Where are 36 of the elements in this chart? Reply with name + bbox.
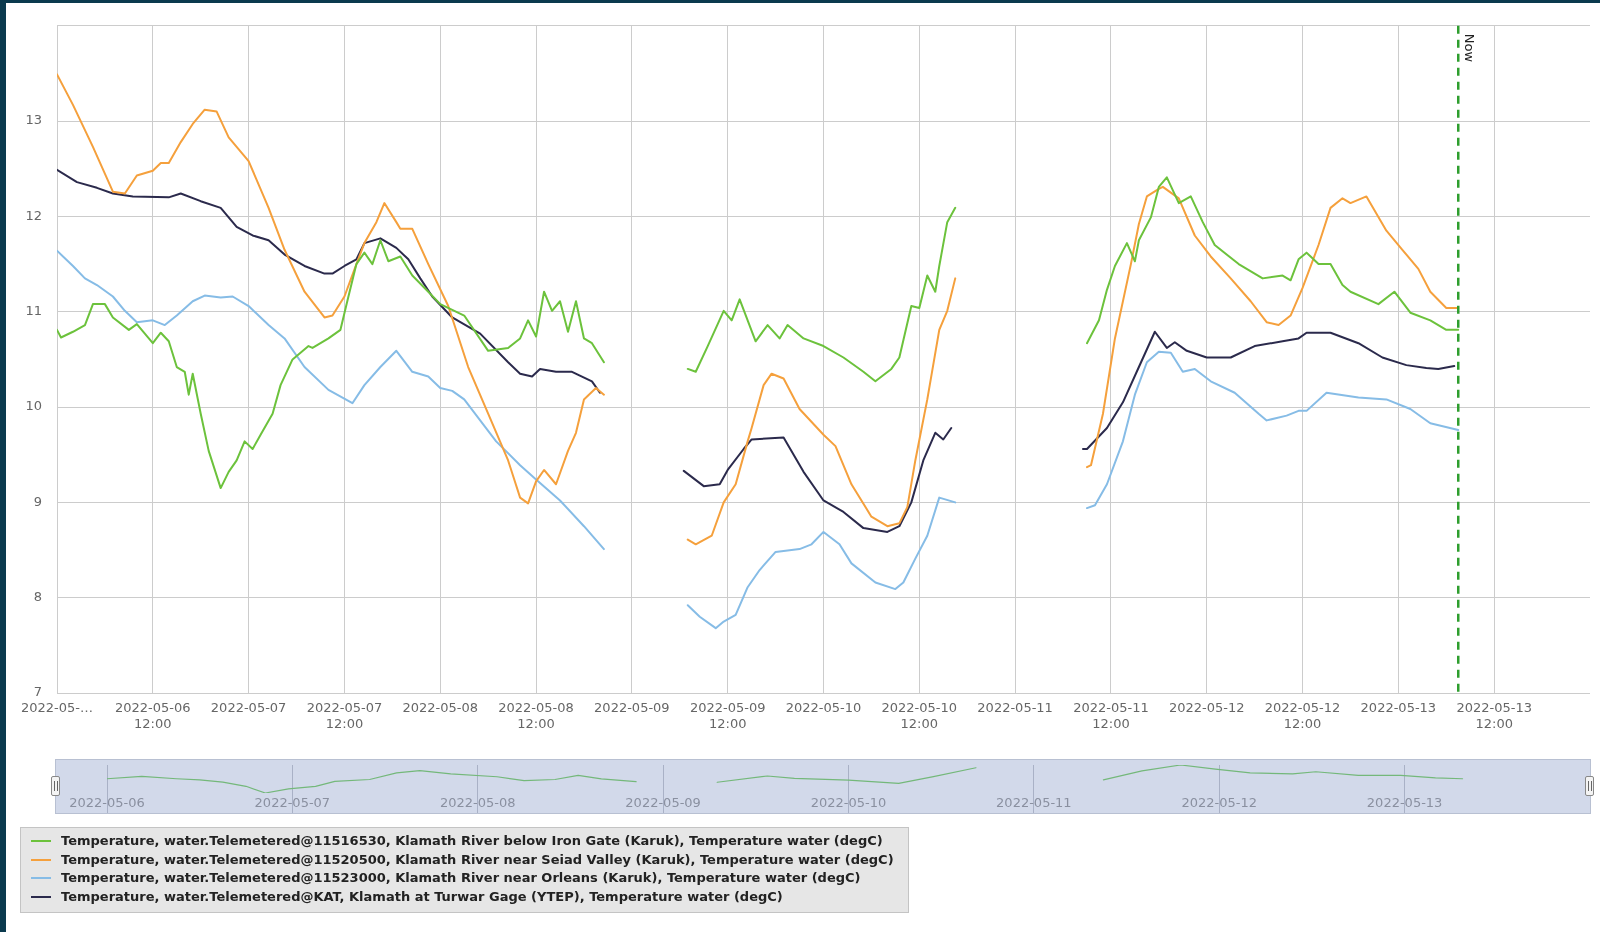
x-tick-label: 2022-05-12 12:00 xyxy=(1264,700,1341,731)
y-tick-label: 8 xyxy=(33,589,42,605)
x-tick-label: 2022-05-07 12:00 xyxy=(306,700,383,731)
x-tick-label: 2022-05-10 xyxy=(785,700,862,716)
x-tick-label: 2022-05-11 xyxy=(977,700,1053,716)
x-tick-label: 2022-05-11 xyxy=(996,795,1072,811)
legend-label: Temperature, water.Telemetered@11523000, Klamath River near Orleans (Karuk), Temperature water (degC) xyxy=(61,869,861,887)
y-tick-label: 9 xyxy=(33,493,42,509)
y-tick-label: 13 xyxy=(25,112,42,128)
x-tick-label: 2022-05-10 xyxy=(810,795,887,811)
x-tick-label: 2022-05-08 12:00 xyxy=(498,700,574,731)
x-tick-label: 2022-05-06 xyxy=(69,795,145,811)
x-tick-label: 2022-05-08 xyxy=(402,700,479,716)
x-tick-label: 2022-05-07 xyxy=(254,795,331,811)
legend-label: Temperature, water.Telemetered@11520500, Klamath River near Seiad Valley (Karuk), Temperature water (degC) xyxy=(61,850,894,869)
x-tick-label: 2022-05-09 xyxy=(625,795,701,811)
ref-line-label: Now xyxy=(1462,33,1478,63)
legend-label: Temperature, water.Telemetered@11516530, Klamath River below Iron Gate (Karuk), Temperature water (degC) xyxy=(61,832,883,850)
x-tick-label: 2022-05-12 xyxy=(1181,795,1258,811)
legend-label: Temperature, water.Telemetered@KAT, Klamath at Turwar Gage (YTEP), Temperature water (degC) xyxy=(61,887,783,906)
y-tick-label: 12 xyxy=(25,207,42,223)
x-tick-label: 2022-05-13 xyxy=(1366,795,1443,811)
y-tick-label: 11 xyxy=(25,303,42,319)
x-tick-label: 2022-05-06 12:00 xyxy=(115,700,191,731)
x-tick-label: 2022-05-09 12:00 xyxy=(689,700,766,731)
y-tick-label: 10 xyxy=(25,398,42,414)
x-tick-label: 2022-05-09 xyxy=(594,700,670,716)
x-tick-label: 2022-05-… xyxy=(20,700,94,716)
x-tick-label: 2022-05-08 xyxy=(439,795,516,811)
x-tick-label: 2022-05-07 xyxy=(210,700,287,716)
x-tick-label: 2022-05-10 12:00 xyxy=(881,700,958,731)
x-tick-label: 2022-05-13 xyxy=(1360,700,1437,716)
y-tick-label: 7 xyxy=(33,684,42,700)
x-tick-label: 2022-05-13 12:00 xyxy=(1456,700,1532,731)
x-tick-label: 2022-05-12 xyxy=(1168,700,1245,716)
x-tick-label: 2022-05-11 12:00 xyxy=(1073,700,1149,731)
